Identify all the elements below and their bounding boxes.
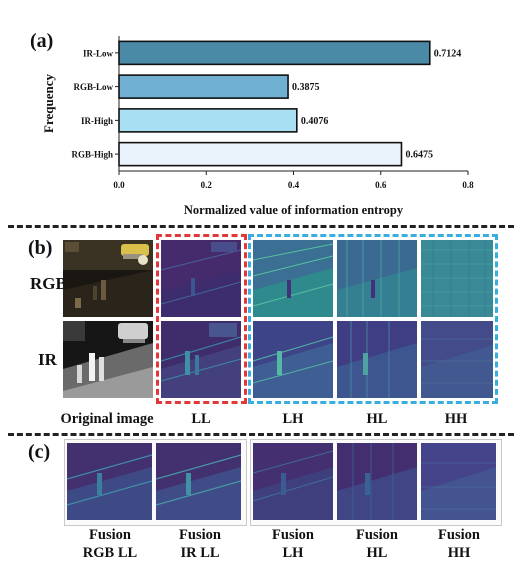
- caption-ll: LL: [191, 411, 211, 427]
- row-label-ir: IR: [38, 350, 57, 369]
- divider-a-b: [8, 225, 514, 228]
- value-label-rgb-low: 0.3875: [292, 82, 320, 93]
- caption-original-image: Original image: [60, 411, 154, 427]
- caption-fusion-ir-ll: Fusion IR LL: [179, 527, 221, 561]
- panel-c-label: (c): [28, 441, 51, 463]
- value-label-rgb-high: 0.6475: [405, 150, 433, 161]
- ir-hh-map: [421, 321, 493, 398]
- value-label-ir-low: 0.7124: [434, 48, 462, 59]
- x-tick-label: 0.8: [462, 180, 474, 190]
- rgb-ll-map: [161, 240, 241, 317]
- high-frequency-group-dashed-box: [248, 234, 498, 404]
- caption-lh: LH: [282, 411, 304, 427]
- bar-ir-low: [118, 40, 431, 66]
- entropy-bar-chart: IR-Low 0.7124 RGB-Low 0.3875 IR-High 0.4076 RG…: [41, 36, 474, 217]
- fusion-lh-map: [253, 443, 333, 520]
- ir-lh-map: [253, 321, 333, 398]
- ir-hl-map: [337, 321, 417, 398]
- fusion-hh-map: [421, 443, 496, 520]
- caption-fusion-lh: Fusion LH: [272, 527, 314, 561]
- y-tick-label-rgb-high: RGB-High: [71, 150, 113, 160]
- y-tick-label-ir-low: IR-Low: [83, 48, 114, 58]
- y-axis-title: Frequency: [41, 74, 56, 133]
- panel-b-label: (b): [28, 237, 53, 259]
- y-tick-label-rgb-low: RGB-Low: [73, 82, 113, 92]
- caption-fusion-hh: Fusion HH: [438, 527, 480, 561]
- caption-hl: HL: [366, 411, 388, 427]
- bar-rgb-low: [118, 74, 289, 99]
- bar-rgb-high: [118, 141, 403, 167]
- rgb-hl-map: [337, 240, 417, 317]
- x-tick-label: 0.2: [201, 180, 213, 190]
- caption-fusion-rgb-ll: Fusion RGB LL: [82, 527, 138, 561]
- original-ir-image: [63, 321, 153, 398]
- caption-hh: HH: [444, 411, 468, 427]
- rgb-hh-map: [421, 240, 493, 317]
- value-label-ir-high: 0.4076: [301, 116, 329, 127]
- rgb-lh-map: [253, 240, 333, 317]
- fusion-rgb-ll-map: [67, 443, 152, 520]
- divider-b-c: [8, 433, 514, 436]
- original-rgb-image: [63, 240, 153, 317]
- fusion-hl-map: [337, 443, 417, 520]
- x-tick-label: 0.4: [288, 180, 300, 190]
- x-tick-label: 0.6: [375, 180, 387, 190]
- bar-ir-high: [118, 108, 298, 133]
- fusion-ir-ll-map: [156, 443, 241, 520]
- ll-group-dashed-box: [156, 234, 247, 404]
- x-tick-label: 0.0: [113, 180, 125, 190]
- y-tick-label-ir-high: IR-High: [81, 116, 113, 126]
- x-axis-title: Normalized value of information entropy: [184, 203, 404, 217]
- panel-a-label: (a): [30, 30, 54, 52]
- row-label-rgb: RGB: [30, 274, 67, 293]
- ir-ll-map: [161, 321, 241, 398]
- caption-fusion-hl: Fusion HL: [356, 527, 398, 561]
